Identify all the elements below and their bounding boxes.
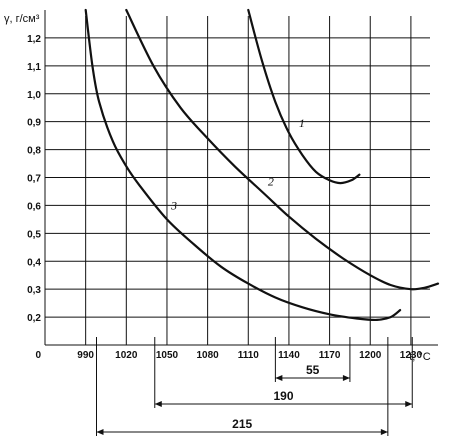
x-tick-label: 1050 — [156, 350, 179, 361]
x-tick-label: 1140 — [278, 350, 300, 361]
dimension-label: 55 — [306, 363, 320, 377]
x-tick-label: 1230 — [400, 350, 423, 361]
x-tick-label: 1200 — [359, 350, 382, 361]
dimension-arrowhead — [275, 375, 283, 381]
dimension-label: 215 — [232, 417, 252, 431]
dimension-arrowhead — [96, 429, 104, 435]
x-tick-label: 990 — [77, 350, 94, 361]
origin-label: 0 — [35, 350, 41, 361]
grid — [44, 10, 438, 346]
dimension-arrowhead — [380, 429, 388, 435]
x-tick-label: 1110 — [238, 350, 260, 361]
dimension-arrowhead — [342, 375, 350, 381]
y-tick-label: 1,1 — [27, 62, 41, 73]
dimension-lines: 55 190 215 — [95, 337, 413, 436]
y-tick-label: 1,2 — [27, 34, 41, 45]
series-line-3 — [84, 8, 402, 322]
y-tick-label: 0,4 — [27, 257, 41, 268]
x-tick-label: 1080 — [196, 350, 219, 361]
y-tick-label: 0,6 — [27, 201, 41, 212]
y-tick-label: 0,8 — [27, 146, 41, 157]
series-label-1: 1 — [299, 116, 305, 130]
curves — [84, 8, 440, 322]
y-tick-label: 0,3 — [27, 285, 41, 296]
x-tick-label: 1020 — [115, 350, 138, 361]
labels: 0,2 0,3 0,4 0,5 0,6 0,7 0,8 0,9 1,0 1,1 1,2 990 1020… — [4, 13, 431, 363]
y-tick-label: 0,2 — [27, 313, 41, 324]
y-tick-label: 0,5 — [27, 229, 41, 240]
dimension-arrowhead — [154, 401, 162, 407]
y-tick-label: 1,0 — [27, 90, 41, 101]
y-tick-label: 0,9 — [27, 118, 41, 129]
series-line-1 — [247, 8, 361, 185]
dimension-arrowhead — [405, 401, 413, 407]
x-tick-label: 1170 — [319, 350, 341, 361]
y-axis-title: γ, г/см³ — [4, 13, 40, 25]
series-label-2: 2 — [268, 174, 274, 188]
series-label-3: 3 — [170, 198, 177, 212]
series-line-2 — [125, 8, 440, 291]
dimension-label: 190 — [273, 389, 293, 403]
y-tick-label: 0,7 — [27, 174, 41, 185]
x-axis-title: t, °C — [409, 351, 431, 363]
